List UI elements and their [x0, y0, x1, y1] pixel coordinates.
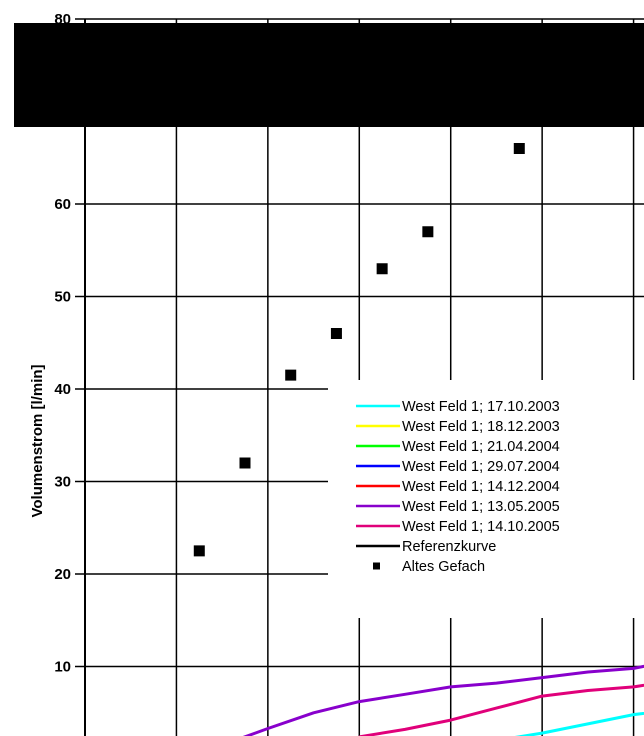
- legend-label: West Feld 1; 29.07.2004: [402, 459, 560, 475]
- y-tick-label: 20: [54, 566, 71, 583]
- redaction-block: [14, 23, 644, 127]
- legend-label: West Feld 1; 14.12.2004: [402, 479, 560, 495]
- legend: West Feld 1; 17.10.2003 West Feld 1; 18.1…: [328, 380, 644, 618]
- y-tick-label: 60: [54, 196, 71, 213]
- legend-marker: [373, 562, 380, 570]
- series-line-6: [359, 683, 644, 736]
- series-line-5: [242, 664, 644, 736]
- y-tick-label: 10: [54, 659, 71, 676]
- data-point: [513, 143, 525, 154]
- data-point: [285, 369, 297, 381]
- legend-label: West Feld 1; 21.04.2004: [402, 439, 560, 455]
- y-axis-label: Volumenstrom [l/min]: [29, 364, 46, 517]
- legend-label: West Feld 1; 17.10.2003: [402, 399, 560, 415]
- y-tick-label: 50: [54, 289, 71, 306]
- legend-box: [328, 380, 644, 618]
- data-point: [330, 328, 342, 339]
- data-point: [193, 545, 205, 557]
- data-point: [422, 226, 434, 238]
- series-lines: [242, 664, 644, 736]
- data-point: [376, 263, 388, 275]
- legend-label: West Feld 1; 13.05.2005: [402, 499, 560, 515]
- legend-label: West Feld 1; 14.10.2005: [402, 519, 560, 535]
- legend-label: Referenzkurve: [402, 539, 496, 555]
- y-tick-label: 30: [54, 474, 71, 491]
- y-tick-label: 40: [54, 381, 71, 398]
- legend-label: West Feld 1; 18.12.2003: [402, 419, 560, 435]
- data-point: [239, 457, 251, 469]
- series-line-2: [451, 720, 644, 736]
- legend-label: Altes Gefach: [402, 559, 485, 575]
- series-line-0: [514, 711, 644, 736]
